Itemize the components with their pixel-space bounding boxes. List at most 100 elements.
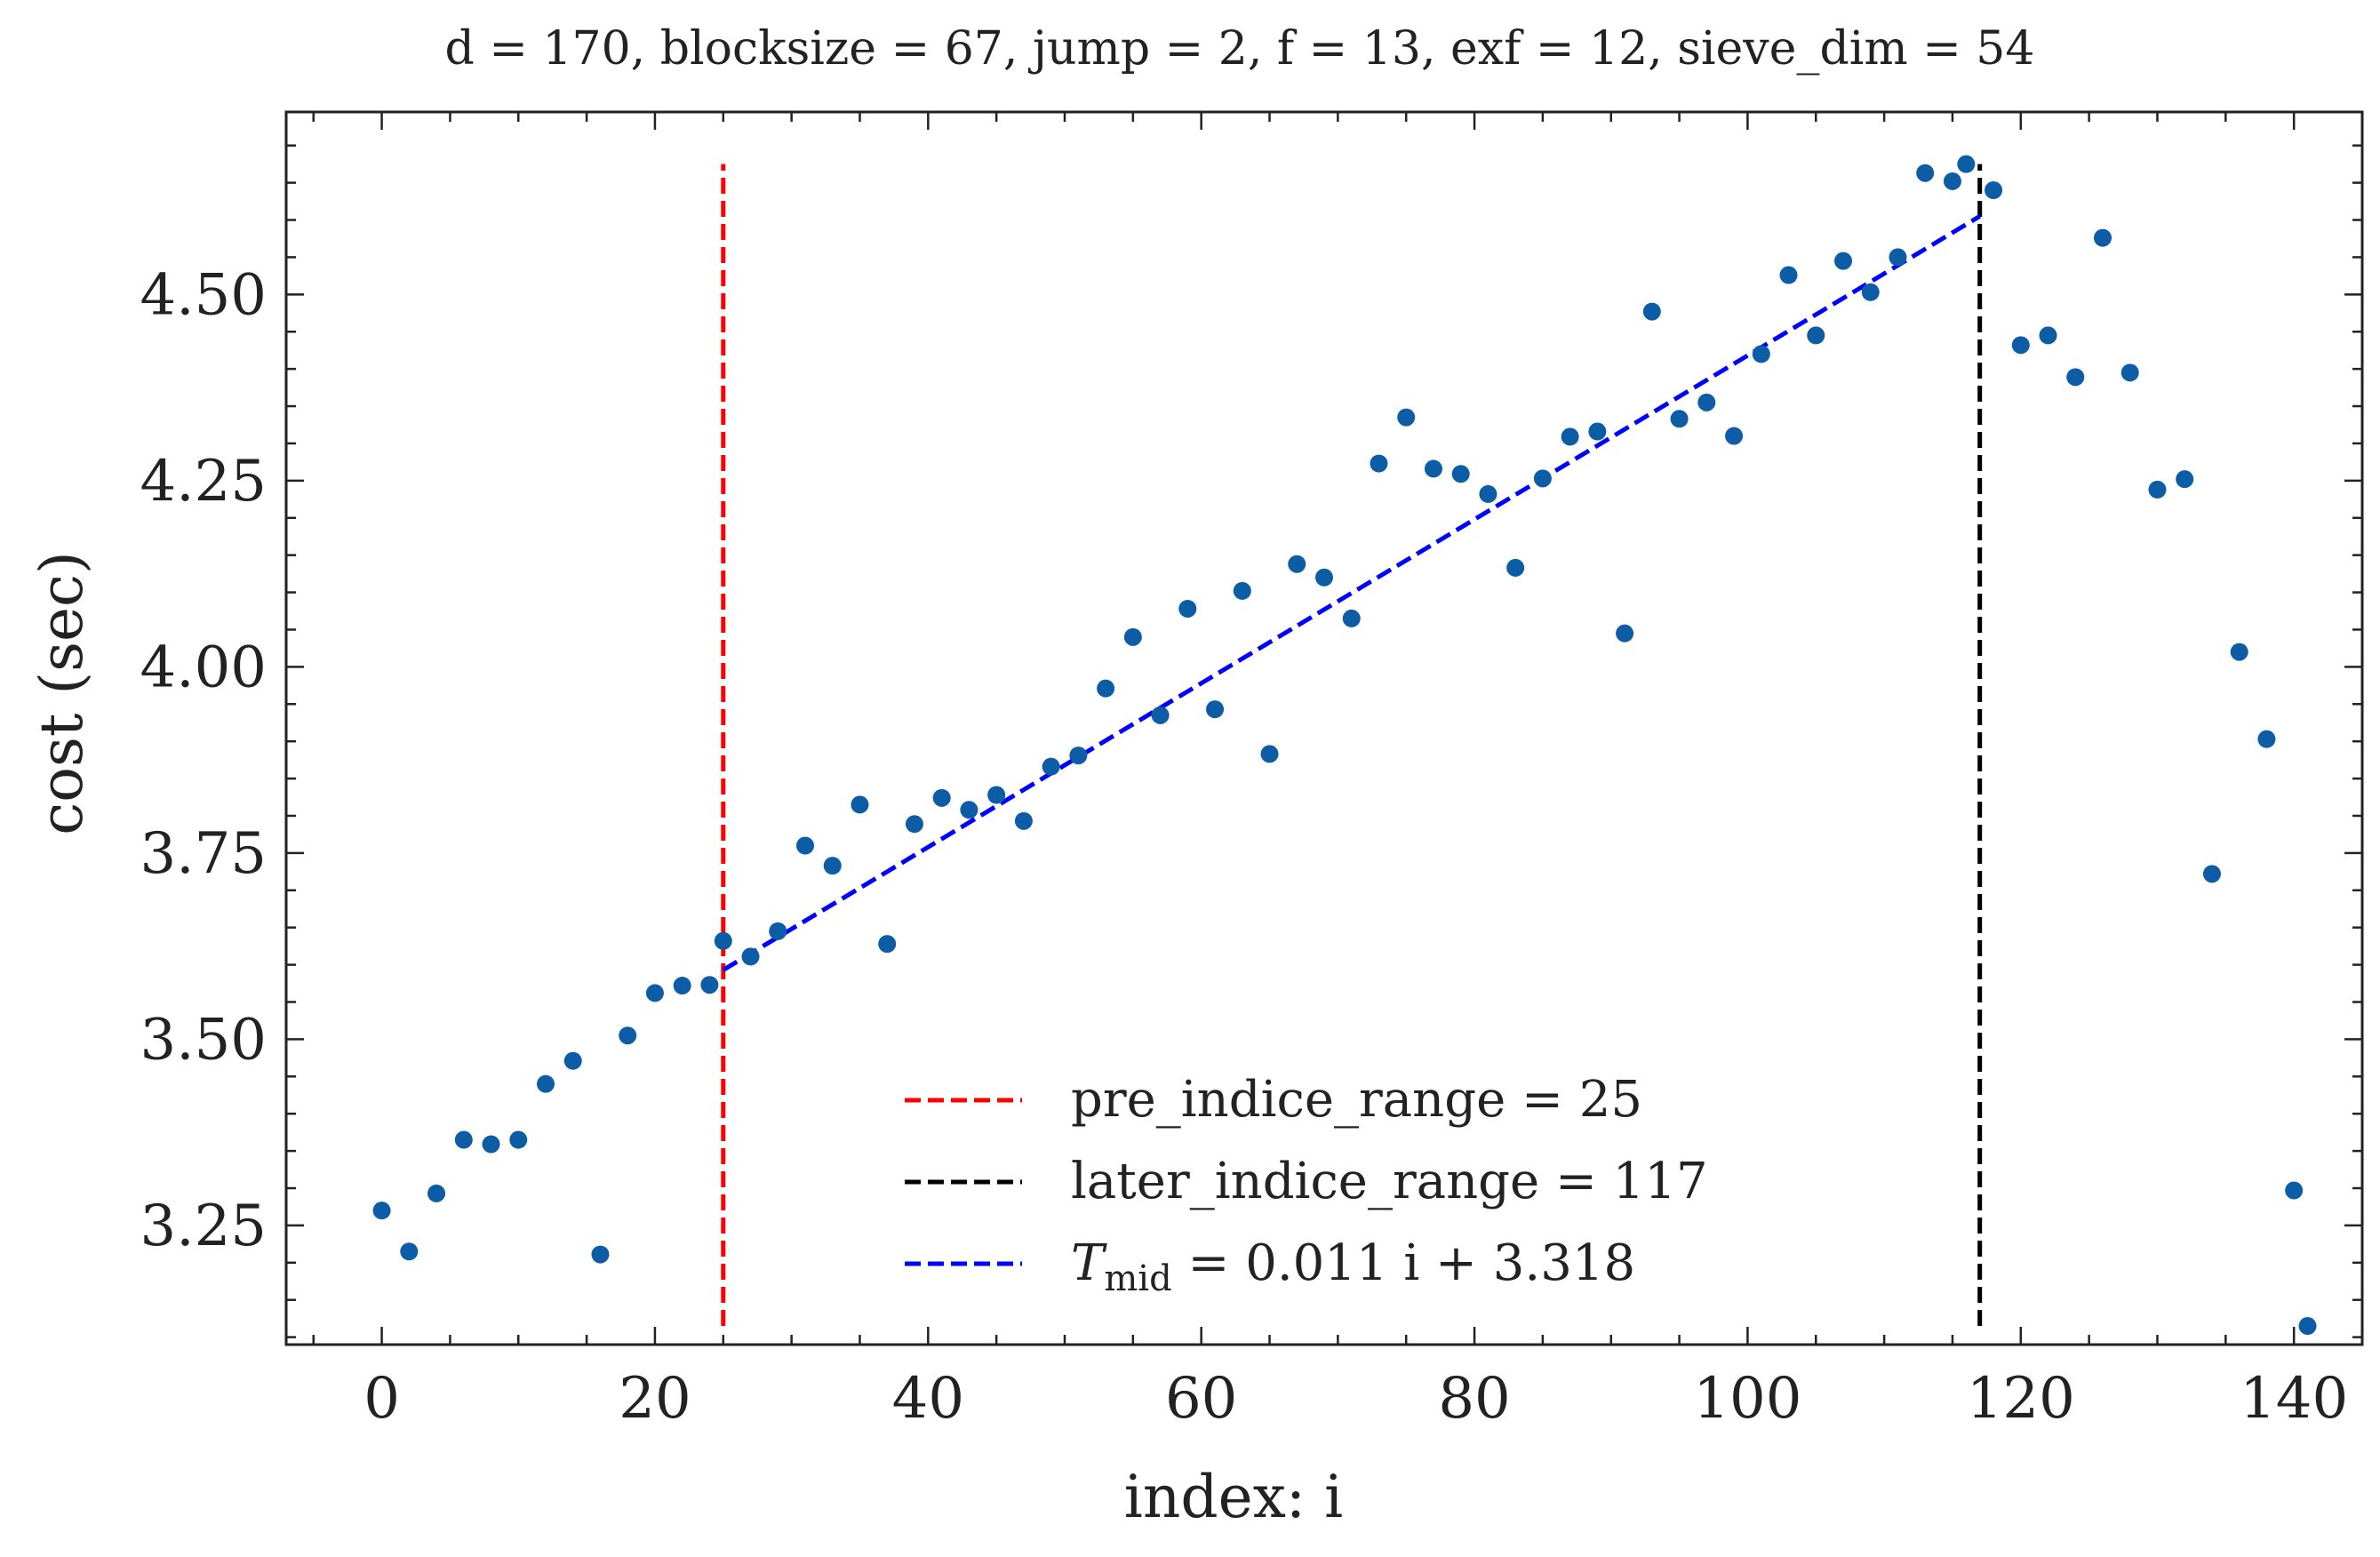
- data-point: [1506, 558, 1525, 577]
- y-tick-label: 4.50: [140, 262, 268, 328]
- data-point: [700, 976, 719, 994]
- data-point: [741, 947, 760, 966]
- chart-title: d = 170, blocksize = 67, jump = 2, f = 1…: [445, 22, 2035, 76]
- data-point: [1123, 627, 1142, 646]
- data-point: [509, 1130, 528, 1149]
- y-tick-label: 3.25: [140, 1194, 268, 1259]
- x-axis: 0 20 40 60 80 100 120 140: [312, 112, 2364, 1432]
- data-point: [482, 1135, 500, 1154]
- data-point: [619, 1026, 637, 1045]
- data-point: [1397, 408, 1416, 427]
- x-tick-label: 100: [1693, 1366, 1801, 1432]
- data-point: [563, 1051, 582, 1070]
- data-point: [1985, 180, 2003, 199]
- data-point: [1916, 164, 1935, 182]
- data-point: [2120, 363, 2139, 382]
- fit-line: [722, 214, 1981, 972]
- x-tick-label: 140: [2240, 1366, 2348, 1432]
- data-point: [1588, 422, 1607, 441]
- data-point: [400, 1242, 419, 1261]
- data-point: [427, 1184, 446, 1202]
- y-axis-label: cost (sec): [28, 551, 96, 834]
- x-tick-label: 0: [363, 1366, 400, 1432]
- data-point: [1370, 454, 1388, 473]
- data-point: [1861, 283, 1880, 301]
- data-point: [851, 795, 869, 814]
- legend-label: pre_indice_range = 25: [1071, 1071, 1642, 1129]
- data-point: [2298, 1317, 2317, 1336]
- data-point: [1697, 393, 1716, 411]
- data-point: [1178, 599, 1197, 618]
- data-point: [932, 788, 951, 807]
- data-point: [987, 786, 1006, 804]
- data-point: [1315, 568, 1333, 587]
- x-tick-label: 80: [1438, 1366, 1510, 1432]
- data-point: [796, 836, 814, 855]
- legend-label: Tmid = 0.011 i + 3.318: [1071, 1234, 1635, 1299]
- data-point: [823, 857, 842, 875]
- x-tick-label: 40: [892, 1366, 964, 1432]
- data-point: [673, 977, 691, 995]
- x-tick-label: 60: [1165, 1366, 1237, 1432]
- data-point: [714, 931, 732, 950]
- data-point: [591, 1245, 610, 1264]
- data-point: [372, 1202, 391, 1220]
- x-tick-label: 20: [619, 1366, 691, 1432]
- data-point: [1779, 266, 1798, 284]
- plot-frame: [284, 110, 2364, 1346]
- data-point: [2202, 865, 2221, 883]
- data-point: [1342, 609, 1361, 627]
- y-tick-label: 3.75: [140, 821, 268, 887]
- data-point: [1451, 465, 1470, 483]
- data-point: [1752, 345, 1770, 363]
- data-point: [2230, 643, 2248, 661]
- data-point: [1260, 745, 1279, 763]
- data-point: [1957, 155, 1976, 173]
- data-point: [2285, 1181, 2304, 1200]
- y-tick-label: 4.00: [140, 635, 268, 700]
- data-point: [454, 1130, 473, 1149]
- data-point: [960, 801, 978, 819]
- y-axis: 3.25 3.50 3.75 4.00 4.25 4.50: [140, 144, 2362, 1338]
- data-point: [878, 935, 897, 954]
- legend-label: later_indice_range = 117: [1071, 1153, 1708, 1210]
- x-axis-label: index: i: [1124, 1463, 1343, 1531]
- y-tick-label: 3.50: [140, 1007, 268, 1073]
- data-point: [1834, 252, 1852, 270]
- data-point: [2011, 336, 2030, 355]
- data-point: [1151, 706, 1170, 724]
- reference-lines: [721, 164, 1983, 1327]
- x-tick-label: 120: [1967, 1366, 2075, 1432]
- data-point: [1479, 484, 1497, 503]
- data-point: [1642, 302, 1661, 321]
- data-point: [1206, 700, 1225, 719]
- data-point: [905, 815, 923, 834]
- data-point: [1670, 410, 1689, 428]
- data-point: [2066, 368, 2085, 387]
- data-point: [2176, 470, 2194, 489]
- data-point: [1042, 757, 1060, 776]
- plot-area: 0 20 40 60 80 100 120 140 3.25 3.50 3.75 4.00 4.25 4…: [140, 110, 2364, 1432]
- data-points: [372, 155, 2317, 1336]
- data-point: [1616, 624, 1634, 643]
- data-point: [1069, 747, 1088, 765]
- y-tick-label: 4.25: [140, 449, 268, 515]
- legend: pre_indice_range = 25 later_indice_range …: [905, 1071, 1708, 1299]
- data-point: [2148, 480, 2167, 499]
- data-point: [2257, 730, 2276, 748]
- data-point: [2094, 228, 2112, 247]
- data-point: [1889, 248, 1907, 267]
- data-point: [1725, 427, 1744, 445]
- data-point: [1424, 459, 1442, 478]
- data-point: [1807, 326, 1825, 345]
- data-point: [1097, 679, 1115, 698]
- data-point: [769, 922, 787, 940]
- data-point: [1943, 172, 1961, 190]
- data-point: [645, 984, 664, 1002]
- data-point: [1561, 427, 1579, 446]
- data-point: [1288, 555, 1306, 573]
- data-point: [2039, 326, 2057, 345]
- data-point: [537, 1074, 555, 1093]
